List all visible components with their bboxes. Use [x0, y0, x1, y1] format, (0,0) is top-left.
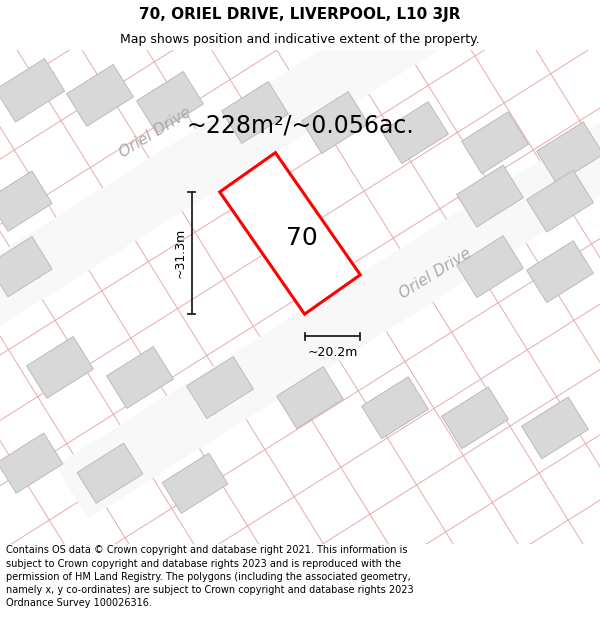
- Polygon shape: [77, 443, 143, 503]
- Polygon shape: [0, 433, 63, 493]
- Text: ~31.3m: ~31.3m: [174, 228, 187, 278]
- Polygon shape: [0, 0, 554, 378]
- Polygon shape: [536, 122, 600, 184]
- Polygon shape: [220, 152, 360, 314]
- Text: Oriel Drive: Oriel Drive: [397, 246, 473, 302]
- Text: 70, ORIEL DRIVE, LIVERPOOL, L10 3JR: 70, ORIEL DRIVE, LIVERPOOL, L10 3JR: [139, 8, 461, 22]
- Polygon shape: [461, 112, 529, 174]
- Text: Contains OS data © Crown copyright and database right 2021. This information is
: Contains OS data © Crown copyright and d…: [6, 546, 413, 608]
- Polygon shape: [442, 387, 508, 449]
- Polygon shape: [0, 236, 52, 297]
- Polygon shape: [527, 241, 593, 302]
- Polygon shape: [107, 347, 173, 408]
- Polygon shape: [0, 59, 65, 122]
- Polygon shape: [302, 92, 368, 154]
- Polygon shape: [56, 65, 600, 519]
- Polygon shape: [382, 102, 448, 164]
- Text: Oriel Drive: Oriel Drive: [116, 104, 194, 161]
- Polygon shape: [137, 71, 203, 133]
- Polygon shape: [26, 336, 94, 398]
- Polygon shape: [187, 357, 253, 419]
- Polygon shape: [0, 171, 52, 231]
- Text: 70: 70: [286, 226, 318, 251]
- Polygon shape: [221, 81, 289, 143]
- Polygon shape: [277, 367, 343, 429]
- Text: ~228m²/~0.056ac.: ~228m²/~0.056ac.: [186, 114, 414, 138]
- Polygon shape: [521, 397, 589, 459]
- Polygon shape: [67, 64, 133, 126]
- Text: Map shows position and indicative extent of the property.: Map shows position and indicative extent…: [120, 32, 480, 46]
- Polygon shape: [457, 236, 523, 298]
- Polygon shape: [362, 377, 428, 439]
- Text: ~20.2m: ~20.2m: [307, 346, 358, 359]
- Polygon shape: [457, 165, 523, 227]
- Polygon shape: [162, 453, 228, 513]
- Polygon shape: [527, 170, 593, 232]
